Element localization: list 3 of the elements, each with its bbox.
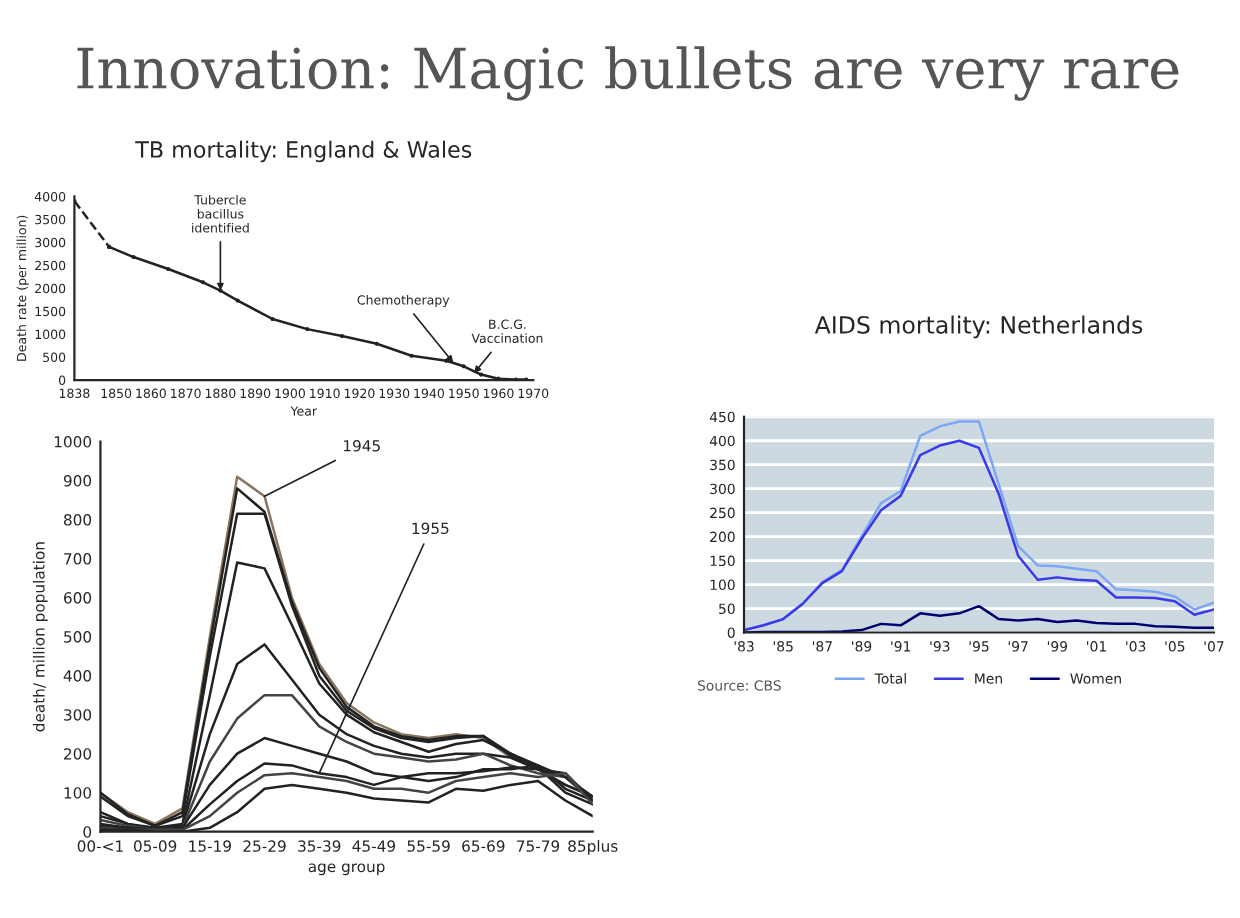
chart-subtitle: TB mortality: England & Wales: [135, 140, 472, 163]
chart-title: Innovation: Magic bullets are very rare: [77, 46, 1179, 101]
chart-title: AIDS mortality: Netherlands: [814, 315, 1143, 339]
